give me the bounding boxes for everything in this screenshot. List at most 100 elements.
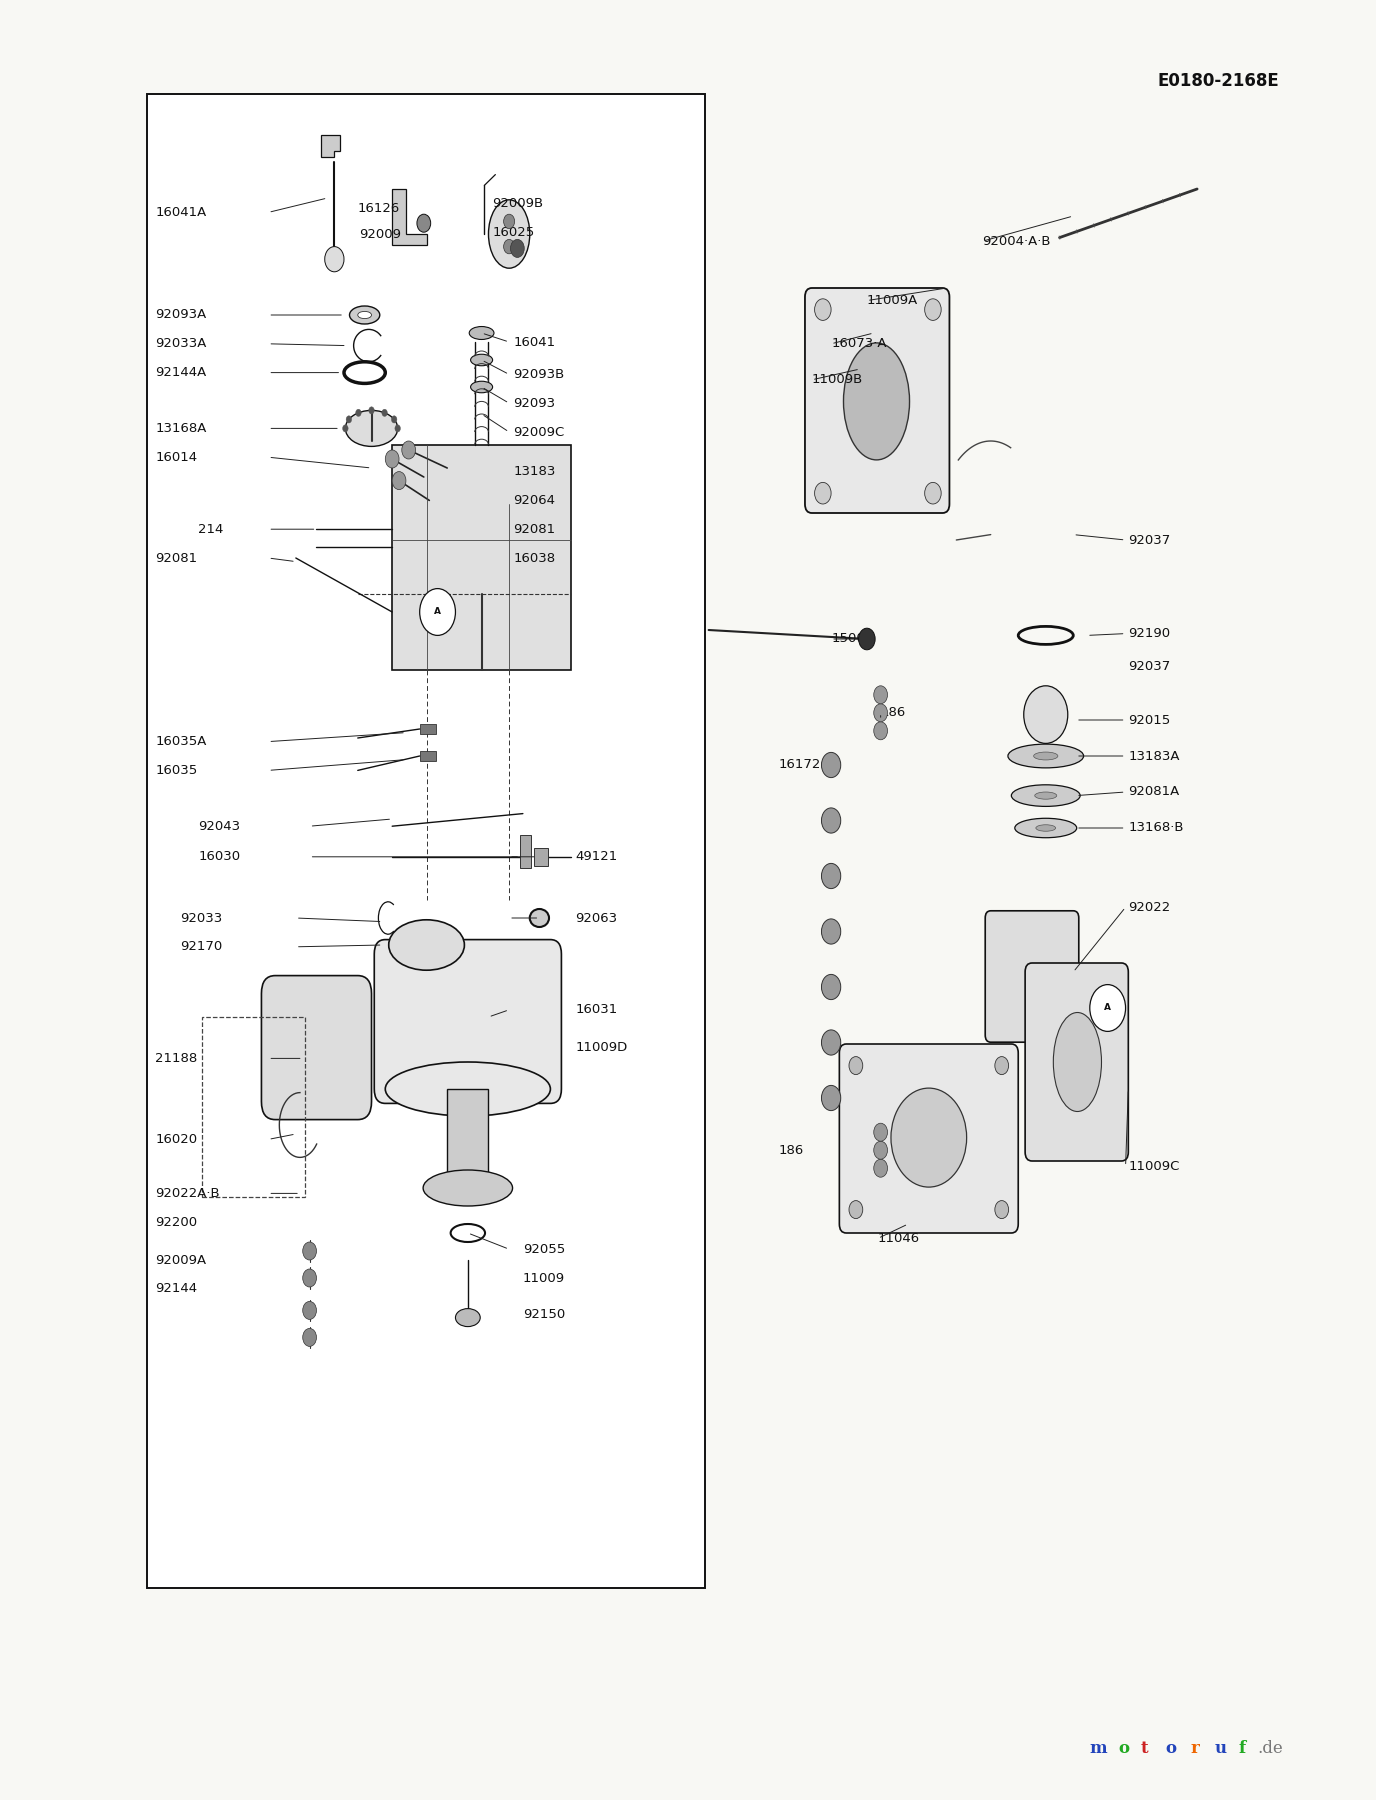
- Circle shape: [874, 686, 888, 704]
- Circle shape: [402, 441, 416, 459]
- Text: 16073·A: 16073·A: [831, 337, 886, 351]
- Text: 92022A·B: 92022A·B: [155, 1186, 220, 1201]
- Text: 92009A: 92009A: [155, 1253, 206, 1267]
- Circle shape: [303, 1269, 316, 1287]
- Circle shape: [303, 1301, 316, 1319]
- Text: 92144: 92144: [155, 1282, 198, 1296]
- Circle shape: [821, 974, 841, 999]
- Text: r: r: [1190, 1741, 1198, 1757]
- Bar: [202, 1017, 305, 1197]
- Text: 92170: 92170: [180, 940, 223, 954]
- Text: 92093B: 92093B: [513, 367, 564, 382]
- Text: 92033A: 92033A: [155, 337, 206, 351]
- Text: m: m: [1090, 1741, 1108, 1757]
- Circle shape: [420, 589, 455, 635]
- Text: o: o: [1119, 1741, 1130, 1757]
- Text: 16035A: 16035A: [155, 734, 206, 749]
- Circle shape: [504, 239, 515, 254]
- Circle shape: [874, 1159, 888, 1177]
- Ellipse shape: [488, 200, 530, 268]
- Circle shape: [874, 1123, 888, 1141]
- Circle shape: [821, 752, 841, 778]
- Text: 11009B: 11009B: [812, 373, 863, 387]
- Text: 16030: 16030: [198, 850, 241, 864]
- Bar: [520, 835, 531, 868]
- Text: 15001: 15001: [831, 632, 874, 646]
- Circle shape: [874, 722, 888, 740]
- Circle shape: [815, 299, 831, 320]
- Text: 92093: 92093: [513, 396, 556, 410]
- Text: 11009: 11009: [523, 1271, 566, 1285]
- Text: 92055: 92055: [523, 1242, 566, 1256]
- Text: 11009A: 11009A: [867, 293, 918, 308]
- FancyBboxPatch shape: [805, 288, 949, 513]
- Text: 11009D: 11009D: [575, 1040, 627, 1055]
- Text: 214: 214: [198, 522, 223, 536]
- Text: 92081: 92081: [155, 551, 198, 565]
- Text: 92093A: 92093A: [155, 308, 206, 322]
- Circle shape: [385, 450, 399, 468]
- Text: 13183: 13183: [513, 464, 556, 479]
- Ellipse shape: [345, 410, 398, 446]
- Text: 92022: 92022: [1128, 900, 1171, 914]
- Ellipse shape: [1033, 752, 1058, 760]
- Ellipse shape: [350, 306, 380, 324]
- Circle shape: [355, 409, 361, 416]
- Text: 16014: 16014: [155, 450, 198, 464]
- FancyBboxPatch shape: [374, 940, 561, 1103]
- Circle shape: [821, 918, 841, 943]
- Text: 11046: 11046: [878, 1231, 921, 1246]
- Bar: [147, 94, 705, 1588]
- Circle shape: [303, 1242, 316, 1260]
- Ellipse shape: [424, 1170, 513, 1206]
- FancyBboxPatch shape: [392, 445, 571, 670]
- Circle shape: [821, 808, 841, 833]
- Circle shape: [347, 416, 352, 423]
- Text: 16126: 16126: [358, 202, 400, 216]
- Circle shape: [395, 425, 400, 432]
- Circle shape: [343, 425, 348, 432]
- Text: 92081: 92081: [513, 522, 556, 536]
- Circle shape: [391, 416, 396, 423]
- Ellipse shape: [1007, 743, 1084, 769]
- Circle shape: [1090, 985, 1126, 1031]
- Ellipse shape: [358, 311, 372, 319]
- Circle shape: [369, 407, 374, 414]
- Text: t: t: [1141, 1741, 1149, 1757]
- Ellipse shape: [1054, 1012, 1101, 1111]
- Circle shape: [1024, 686, 1068, 743]
- Circle shape: [925, 482, 941, 504]
- FancyBboxPatch shape: [1025, 963, 1128, 1161]
- Ellipse shape: [1011, 785, 1080, 806]
- Circle shape: [821, 864, 841, 889]
- Ellipse shape: [1036, 824, 1055, 832]
- Ellipse shape: [471, 355, 493, 365]
- Text: 13168·B: 13168·B: [1128, 821, 1183, 835]
- Text: 92009B: 92009B: [493, 196, 544, 211]
- Text: u: u: [1215, 1741, 1227, 1757]
- Text: 92015: 92015: [1128, 713, 1171, 727]
- Text: f: f: [1238, 1741, 1245, 1757]
- Text: o: o: [1165, 1741, 1176, 1757]
- Ellipse shape: [469, 326, 494, 340]
- Bar: [420, 751, 436, 761]
- Circle shape: [821, 1030, 841, 1055]
- Circle shape: [303, 1328, 316, 1346]
- Text: A: A: [1104, 1004, 1112, 1012]
- Text: 16031: 16031: [575, 1003, 618, 1017]
- Ellipse shape: [892, 1087, 966, 1188]
- Circle shape: [874, 1141, 888, 1159]
- Text: 92064: 92064: [513, 493, 556, 508]
- Text: 92144A: 92144A: [155, 365, 206, 380]
- Circle shape: [925, 299, 941, 320]
- Text: 16025: 16025: [493, 225, 535, 239]
- Text: 13183A: 13183A: [1128, 749, 1179, 763]
- FancyBboxPatch shape: [839, 1044, 1018, 1233]
- Text: .de: .de: [1258, 1741, 1284, 1757]
- Ellipse shape: [1035, 792, 1057, 799]
- Circle shape: [510, 239, 524, 257]
- Ellipse shape: [389, 920, 464, 970]
- Ellipse shape: [530, 909, 549, 927]
- Text: 13168A: 13168A: [155, 421, 206, 436]
- Text: 16172: 16172: [779, 758, 821, 772]
